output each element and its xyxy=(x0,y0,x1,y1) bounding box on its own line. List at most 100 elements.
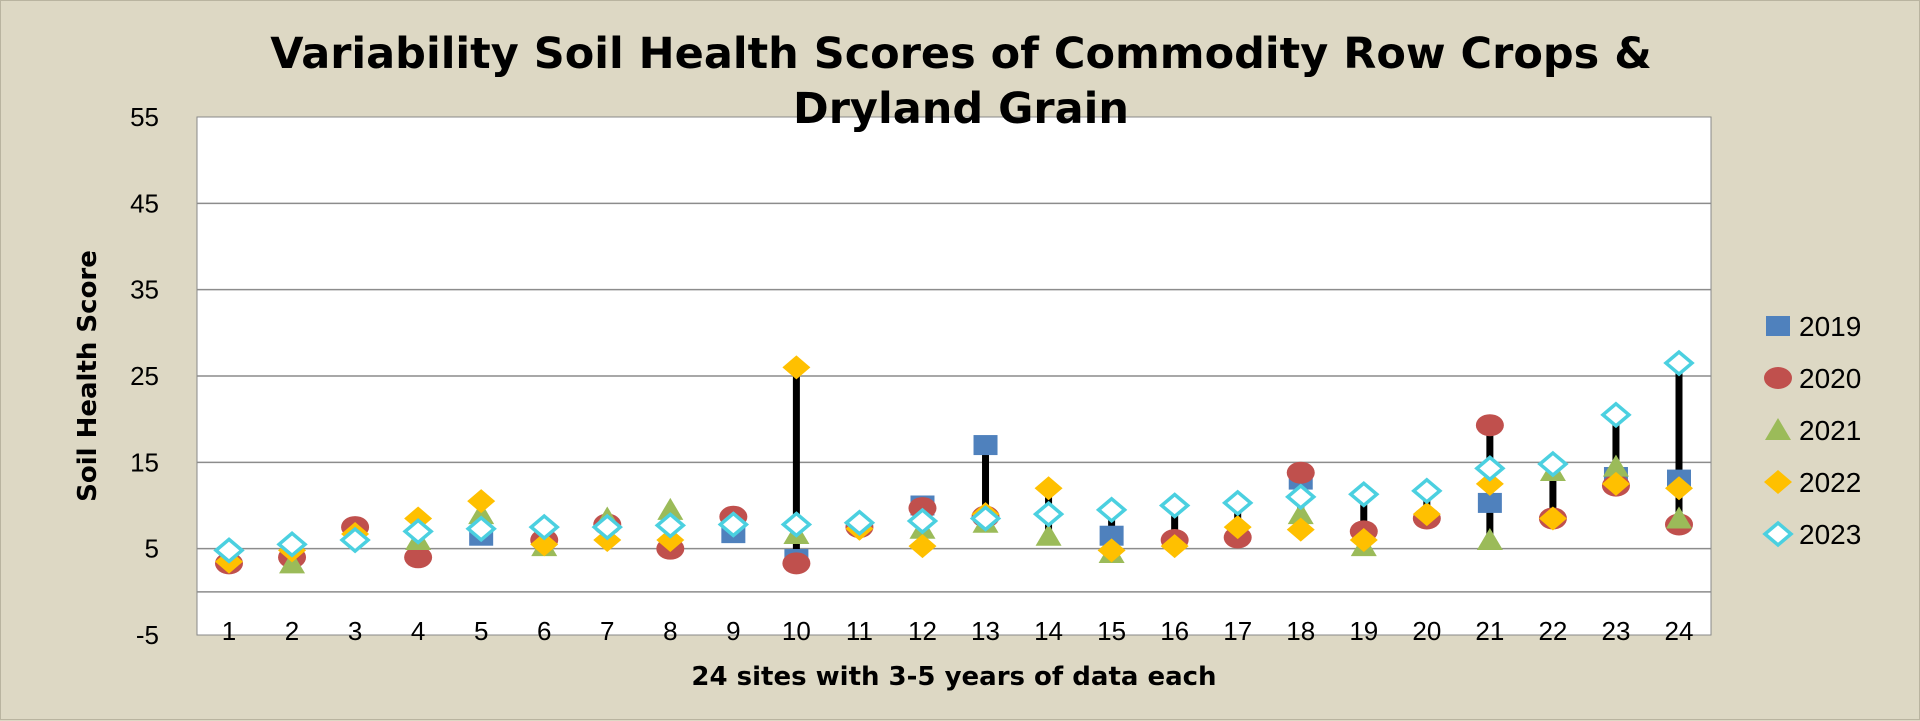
x-axis-title: 24 sites with 3-5 years of data each xyxy=(691,662,1216,692)
point-2023 xyxy=(1285,483,1317,511)
point-2023 xyxy=(591,513,623,541)
chart-title-line1: Variability Soil Health Scores of Commod… xyxy=(270,29,1651,79)
x-tick-label: 19 xyxy=(1349,616,1378,646)
x-tick-label: 21 xyxy=(1475,616,1504,646)
chart-title-line2: Dryland Grain xyxy=(793,84,1129,134)
legend-item-2023: 2023 xyxy=(1762,519,1861,550)
y-tick-label: -5 xyxy=(136,620,159,650)
point-2023 xyxy=(1537,450,1569,478)
point-2023 xyxy=(402,518,434,545)
point-2022 xyxy=(1034,476,1063,501)
point-2022 xyxy=(782,355,811,380)
point-2021 xyxy=(1476,528,1503,551)
x-tick-label: 3 xyxy=(348,616,362,646)
legend-marker xyxy=(1764,367,1792,389)
x-tick-label: 9 xyxy=(726,616,740,646)
point-2021 xyxy=(1666,506,1692,529)
y-tick-labels: -5 5 15 25 35 45 55 xyxy=(130,102,159,650)
point-2023 xyxy=(339,526,371,554)
y-tick-label: 15 xyxy=(130,447,159,477)
point-2021 xyxy=(1035,523,1062,546)
point-2023 xyxy=(213,537,245,564)
point-2023 xyxy=(1663,349,1695,377)
x-tick-label: 1 xyxy=(222,616,236,646)
point-2023 xyxy=(1095,496,1128,524)
y-tick-label: 5 xyxy=(145,534,159,564)
point-2019 xyxy=(1099,525,1124,546)
point-2022 xyxy=(1475,471,1504,496)
y-tick-label: 25 xyxy=(130,361,159,391)
x-tick-label: 7 xyxy=(600,616,614,646)
legend-item-2021: 2021 xyxy=(1765,415,1861,446)
legend: 2019 2020 2021 2022 2023 xyxy=(1762,311,1861,550)
y-tick-label: 55 xyxy=(130,102,159,132)
point-2020 xyxy=(782,552,811,575)
y-axis-title: Soil Health Score xyxy=(73,250,103,502)
legend-marker xyxy=(1762,520,1794,548)
legend-label: 2023 xyxy=(1799,519,1861,550)
series-2023 xyxy=(213,349,1695,564)
point-2021 xyxy=(657,497,684,520)
point-2023 xyxy=(654,512,687,539)
point-2023 xyxy=(843,509,876,537)
point-2022 xyxy=(1538,506,1567,531)
point-2020 xyxy=(404,546,433,569)
data-markers xyxy=(213,349,1695,575)
gridlines xyxy=(197,202,1711,593)
x-tick-label: 12 xyxy=(908,616,937,646)
point-2023 xyxy=(780,511,813,538)
point-2023 xyxy=(1032,500,1065,528)
x-tick-label: 20 xyxy=(1412,616,1441,646)
x-tick-label: 11 xyxy=(846,616,873,646)
y-tick-label: 35 xyxy=(130,275,159,305)
x-tick-label: 15 xyxy=(1097,616,1126,646)
point-2023 xyxy=(465,515,497,543)
point-2023 xyxy=(1221,489,1254,517)
x-tick-label: 13 xyxy=(971,616,1000,646)
x-tick-labels: 1 2 3 4 5 6 7 8 9 10 11 12 13 14 15 16 17 18 19 20 21 22 23 24 xyxy=(222,616,1694,646)
legend-item-2020: 2020 xyxy=(1764,363,1861,394)
point-2023 xyxy=(969,505,1002,532)
y-tick-label: 45 xyxy=(130,188,159,218)
x-tick-label: 14 xyxy=(1034,616,1063,646)
legend-label: 2019 xyxy=(1799,311,1861,342)
x-tick-label: 17 xyxy=(1223,616,1252,646)
x-tick-label: 2 xyxy=(285,616,299,646)
legend-label: 2022 xyxy=(1799,467,1861,498)
legend-label: 2021 xyxy=(1799,415,1861,446)
point-2022 xyxy=(1349,528,1378,553)
point-2022 xyxy=(1160,534,1189,559)
point-2021 xyxy=(1287,502,1314,525)
point-2022 xyxy=(1412,502,1441,527)
point-2023 xyxy=(1474,455,1506,482)
legend-marker xyxy=(1764,470,1792,494)
legend-label: 2020 xyxy=(1799,363,1861,394)
point-2019 xyxy=(973,435,998,456)
point-2023 xyxy=(1158,492,1191,519)
point-2023 xyxy=(276,531,308,558)
point-2023 xyxy=(717,511,750,538)
x-tick-label: 4 xyxy=(411,616,425,646)
point-2023 xyxy=(906,507,939,535)
point-2023 xyxy=(528,513,560,541)
point-2022 xyxy=(467,489,496,514)
point-2020 xyxy=(1475,414,1504,437)
point-2020 xyxy=(1286,461,1315,484)
x-tick-label: 23 xyxy=(1601,616,1630,646)
point-2022 xyxy=(908,534,937,559)
point-2022 xyxy=(1097,538,1126,563)
x-tick-label: 18 xyxy=(1286,616,1315,646)
legend-item-2022: 2022 xyxy=(1764,467,1861,498)
point-2022 xyxy=(1286,517,1315,542)
legend-item-2019: 2019 xyxy=(1766,311,1861,342)
point-2021 xyxy=(1602,454,1629,477)
point-2022 xyxy=(530,532,559,557)
x-tick-label: 16 xyxy=(1160,616,1189,646)
point-2023 xyxy=(1600,401,1632,429)
legend-marker xyxy=(1765,418,1791,440)
point-2022 xyxy=(1601,471,1630,496)
x-tick-label: 22 xyxy=(1538,616,1567,646)
point-2019 xyxy=(1477,492,1502,513)
